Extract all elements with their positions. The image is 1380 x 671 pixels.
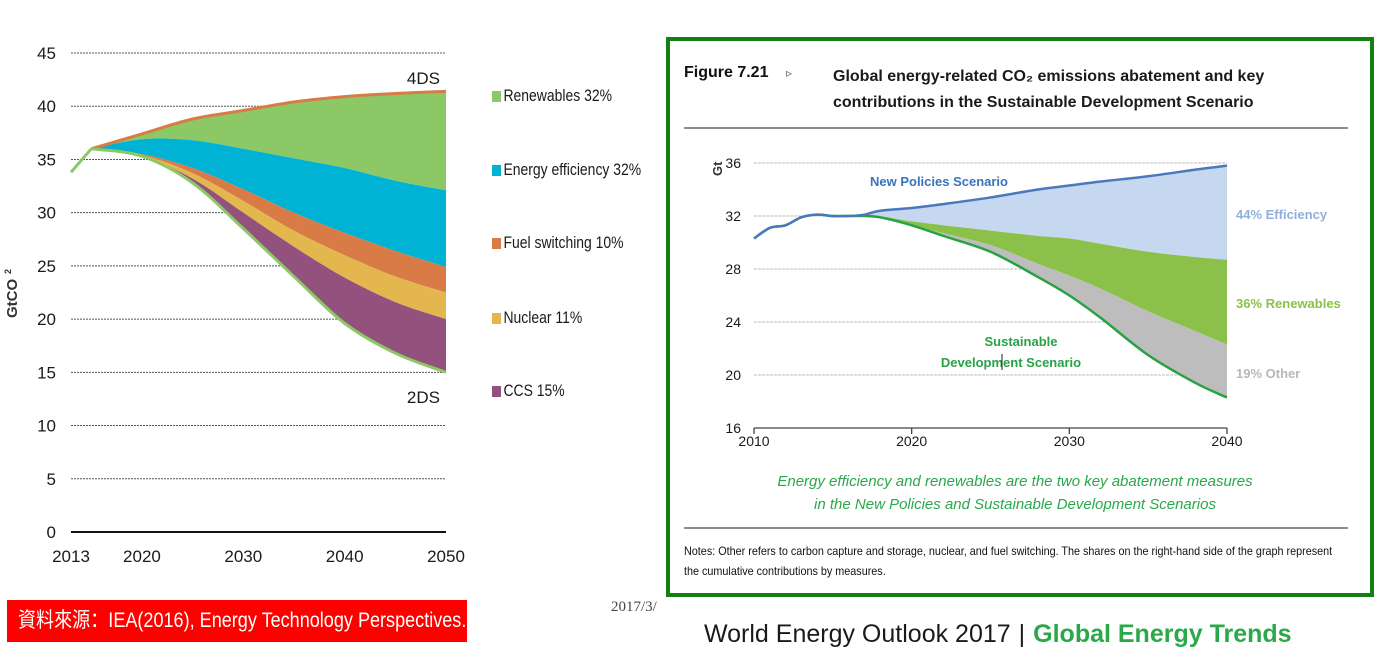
label-2ds: 2DS [407,388,440,407]
legend-label: Nuclear 11% [503,308,583,327]
left-stacked-areas [91,91,447,373]
right-y-axis-label: Gt [710,161,725,176]
legend-label: CCS 15% [503,381,565,400]
x-tick-label: 2020 [123,547,161,566]
area-efficiency [754,165,1227,260]
left-y-axis-label: GtCO 2 [3,269,21,318]
footer-publication: World Energy Outlook 2017 [704,620,1011,648]
share-label-efficiency: 44% Efficiency [1236,207,1328,222]
area-renewables [754,214,1227,345]
right-x-tick-labels: 2010 2020 2030 2040 [738,433,1242,449]
y-tick-label: 5 [47,470,56,489]
legend-item-energy-efficiency: Energy efficiency 32% [492,160,641,180]
y-tick-label: 15 [37,363,56,382]
figure-arrow-icon: ▹ [786,66,793,80]
line-2ds [91,147,447,374]
right-scenario-lines [753,164,1228,399]
legend-swatch-efficiency [492,164,502,176]
y-tick-label: 28 [725,261,741,277]
x-tick-label: 2030 [1054,433,1085,449]
caption-divider [684,527,1348,529]
figure-caption: Energy efficiency and renewables are the… [690,470,1340,516]
legend-swatch-nuclear [492,312,502,324]
caption-line2: in the New Policies and Sustainable Deve… [814,496,1216,513]
x-tick-label: 2013 [52,547,90,566]
legend-item-ccs: CCS 15% [492,381,565,401]
legend-swatch-fuel-switching [492,237,502,249]
area-ccs [91,148,447,373]
y-tick-label: 20 [725,367,741,383]
share-label-other: 19% Other [1236,366,1300,381]
title-divider [684,127,1348,129]
area-nuclear [91,148,447,320]
source-citation-text: 資料來源：IEA(2016), Energy Technology Perspe… [18,609,467,632]
area-fuel-switching [91,148,447,293]
y-tick-label: 45 [37,44,56,63]
left-scenario-lines [69,89,447,374]
area-efficiency [91,138,447,267]
y-tick-label: 25 [37,257,56,276]
right-abatement-chart: 16 20 24 28 32 36 2010 2020 2030 2040 Gt New Pol… [710,155,1341,449]
y-tick-label: 40 [37,97,56,116]
date-stamp: 2017/3/ [611,599,657,615]
legend-swatch-renewables [492,90,502,102]
y-tick-label: 35 [37,150,56,169]
y-axis-label-text: GtCO [4,279,21,318]
figure-title-line1: Global energy-related CO₂ emissions abat… [833,68,1265,85]
x-tick-label: 2040 [326,547,364,566]
figure-frame [666,37,1374,597]
notes-text: Notes: Other refers to carbon capture an… [684,544,1333,578]
label-sds-line2: Development Scenario [941,355,1081,370]
legend-label: Fuel switching 10% [503,233,624,252]
figure-notes: Notes: Other refers to carbon capture an… [684,541,1344,581]
caption-line1: Energy efficiency and renewables are the… [777,473,1253,490]
y-tick-label: 36 [725,155,741,171]
line-new-policies [753,164,1228,240]
label-new-policies-scenario: New Policies Scenario [870,174,1008,189]
legend-item-renewables: Renewables 32% [492,86,612,106]
legend-item-fuel-switching: Fuel switching 10% [492,233,624,253]
label-sds-line1: Sustainable [985,334,1058,349]
y-tick-label: 24 [725,314,741,330]
right-x-axis [753,427,1228,434]
x-tick-label: 2040 [1211,433,1242,449]
figure-title: Global energy-related CO₂ emissions abat… [833,64,1333,116]
area-renewables [91,91,447,191]
right-y-tick-labels: 16 20 24 28 32 36 [725,155,741,436]
source-citation-banner: 資料來源：IEA(2016), Energy Technology Perspe… [7,600,467,642]
left-y-tick-labels: 0 5 10 15 20 25 30 35 40 45 [37,44,56,542]
y-tick-label: 30 [37,204,56,223]
legend-label: Renewables 32% [503,86,612,105]
legend-swatch-ccs [492,385,502,397]
label-4ds: 4DS [407,69,440,88]
footer-section: Global Energy Trends [1033,620,1292,648]
figure-number: Figure 7.21 [684,64,769,81]
y-tick-label: 20 [37,310,56,329]
x-tick-label: 2010 [738,433,769,449]
line-4ds [90,89,447,151]
x-tick-label: 2050 [427,547,465,566]
y-tick-label: 16 [725,420,741,436]
publication-footer: World Energy Outlook 2017 | Global Energy … [704,620,1292,649]
historical-line [69,147,93,174]
y-tick-label: 32 [725,208,741,224]
x-tick-label: 2030 [224,547,262,566]
footer-separator: | [1018,620,1026,648]
legend-label: Energy efficiency 32% [503,160,642,179]
x-tick-label: 2020 [896,433,927,449]
legend-item-nuclear: Nuclear 11% [492,308,582,328]
left-x-tick-labels: 2013 2020 2030 2040 2050 [52,547,465,566]
y-tick-label: 0 [47,523,56,542]
share-label-renewables: 36% Renewables [1236,296,1341,311]
y-tick-label: 10 [37,417,56,436]
figure-title-line2: contributions in the Sustainable Develop… [833,94,1254,111]
y-axis-label-subscript: 2 [3,269,13,274]
